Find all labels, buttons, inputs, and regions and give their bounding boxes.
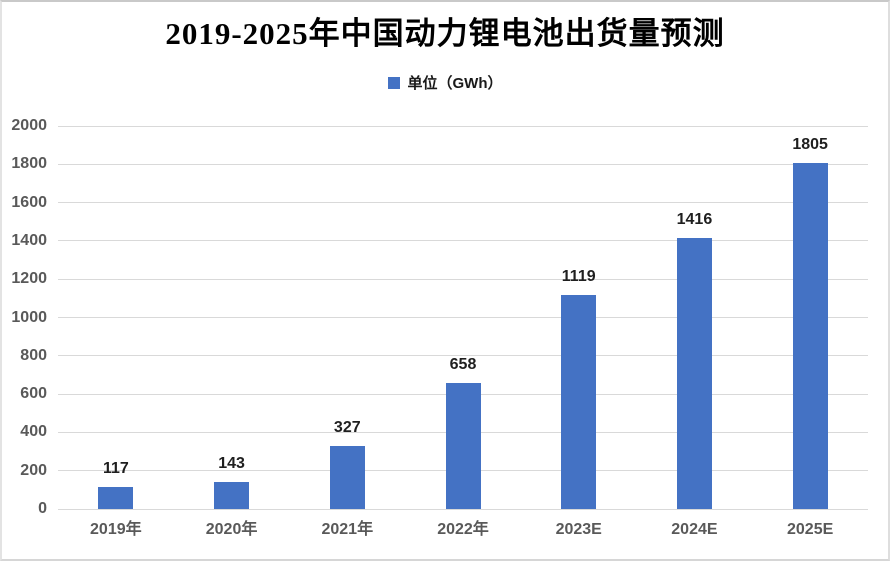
bar-value-label: 117 [102,459,129,477]
y-axis-tick-label: 400 [20,423,47,441]
legend-label: 单位（GWh） [407,75,503,92]
y-axis-tick-label: 200 [20,461,47,479]
gridline [58,240,868,242]
y-axis-tick-label: 0 [38,500,47,517]
bar [792,163,828,509]
y-axis-tick-label: 600 [20,385,47,403]
x-axis-tick-label: 2025E [787,521,834,538]
bar [561,294,597,509]
x-axis-tick-label: 2022年 [437,521,489,538]
bar-value-label: 1416 [676,210,713,228]
gridline [58,508,868,510]
y-axis-tick-label: 1200 [11,270,47,288]
gridline [58,278,868,280]
x-axis-tick-label: 2021年 [321,521,374,538]
bar [676,237,712,509]
bar-value-label: 327 [333,419,361,437]
bar-value-label: 658 [449,355,477,373]
gridline [58,125,868,127]
x-axis-tick-label: 2024E [671,521,718,538]
y-axis-tick-label: 1600 [11,193,47,211]
bar [98,486,134,509]
x-axis-tick-label: 2020年 [205,521,258,538]
y-axis-tick-label: 1800 [11,155,47,173]
y-axis-tick-label: 800 [20,346,47,364]
x-axis-tick-label: 2019年 [90,521,142,538]
bar-value-label: 1805 [792,136,828,154]
bar [214,481,250,509]
x-axis-tick-label: 2023E [555,521,602,538]
chart-title: 2019-2025年中国动力锂电池出货量预测 [165,16,725,51]
gridline [58,355,868,357]
gridline [58,317,868,318]
bar-value-label: 1119 [561,267,596,285]
y-axis-tick-label: 2000 [11,117,47,134]
bar [329,446,365,509]
legend: 单位（GWh） [0,72,890,93]
gridline [58,163,868,165]
gridline [58,202,868,204]
legend-swatch-icon [387,76,400,89]
y-axis-tick-label: 1000 [11,308,47,326]
bar [445,382,481,509]
y-axis-tick-label: 1400 [11,231,47,249]
bar-value-label: 143 [218,454,245,472]
